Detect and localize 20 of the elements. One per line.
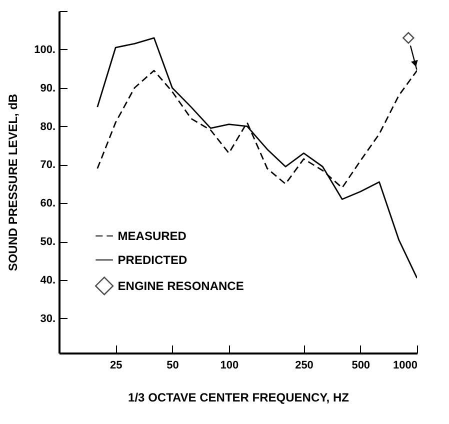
y-tick-label: 50.: [40, 236, 56, 248]
line-series: [96, 37, 417, 279]
x-tick-label: 1000: [393, 360, 418, 372]
y-tick-label: 30.: [40, 312, 56, 325]
x-tick-label: 250: [295, 360, 314, 372]
y-tick-label: 90.: [40, 82, 56, 94]
x-tick-label: 50: [166, 360, 179, 372]
x-tick-label: 500: [352, 360, 370, 372]
y-tick-label: 80.: [40, 120, 56, 133]
legend-label: MEASURED: [118, 228, 187, 243]
y-tick-label: 60.: [40, 198, 56, 210]
legend-label: PREDICTED: [118, 252, 188, 267]
x-axis-title: 1/3 OCTAVE CENTER FREQUENCY, HZ: [128, 390, 349, 404]
y-axis-title: SOUND PRESSURE LEVEL, dB: [6, 93, 20, 272]
y-tick-label: 40.: [40, 274, 56, 286]
x-tick-label: 25: [110, 360, 122, 372]
y-tick-label: 100.: [34, 44, 56, 56]
x-tick-label: 100: [220, 360, 239, 372]
legend-label: ENGINE RESONANCE: [118, 278, 244, 293]
y-tick-label: 70.: [40, 159, 56, 172]
